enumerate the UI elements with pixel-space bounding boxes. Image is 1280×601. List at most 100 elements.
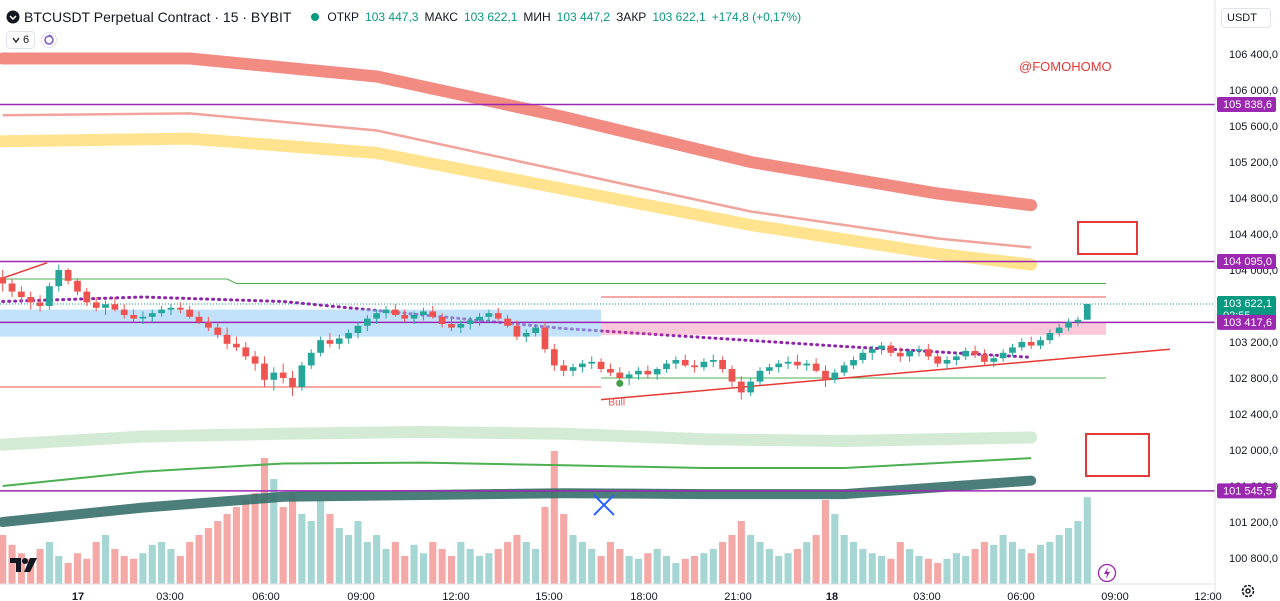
candle-body xyxy=(476,316,483,321)
candle-body xyxy=(195,316,203,323)
time-tick-label: 17 xyxy=(72,591,84,601)
price-tick-label: 100 800,0 xyxy=(1229,553,1278,565)
band-green-line xyxy=(2,457,1032,487)
volume-bar xyxy=(672,563,680,584)
indicator-toolbar: 6 xyxy=(6,31,58,49)
volume-bar xyxy=(990,544,998,584)
indicators-toggle-button[interactable]: 6 xyxy=(6,31,36,49)
volume-bar xyxy=(1055,535,1063,584)
candle-body xyxy=(289,378,296,387)
volume-bar xyxy=(45,542,53,584)
volume-bar xyxy=(906,549,914,584)
highlight-box-lower xyxy=(1085,433,1150,477)
volume-bar xyxy=(1074,521,1082,584)
green-step-line xyxy=(226,278,1106,284)
indicator-count: 6 xyxy=(23,34,30,46)
candle-body xyxy=(625,374,633,378)
volume-bar xyxy=(728,535,736,584)
lightning-icon[interactable] xyxy=(1097,563,1117,583)
volume-bar xyxy=(307,521,315,584)
time-axis[interactable]: 17 03:00 06:00 09:00 12:00 15:00 18:00 21:00 18 0… xyxy=(0,583,1222,601)
open-label: ОТКР xyxy=(327,10,360,24)
volume-bar xyxy=(1008,542,1017,584)
candle-body xyxy=(1027,342,1035,346)
volume-bar xyxy=(167,549,175,584)
volume-bar xyxy=(859,549,867,584)
ema-red-thin xyxy=(2,112,1032,249)
candle-body xyxy=(466,320,474,324)
high-label: МАКС xyxy=(424,10,458,24)
volume-bar xyxy=(148,544,156,584)
volume-bar xyxy=(747,535,755,584)
candle-body xyxy=(999,352,1007,359)
volume-bar xyxy=(195,535,203,584)
volume-bar xyxy=(550,451,558,584)
volume-bar xyxy=(653,549,661,584)
candle-body xyxy=(1046,333,1054,341)
volume-bar xyxy=(700,553,708,584)
candle-body xyxy=(635,370,642,375)
volume-bar xyxy=(279,507,287,584)
currency-selector[interactable]: USDT xyxy=(1221,8,1271,28)
volume-bar xyxy=(719,542,727,584)
low-value: 103 447,2 xyxy=(556,10,611,24)
pink-zone xyxy=(601,322,1106,335)
candle-body xyxy=(962,351,970,357)
volume-bar xyxy=(92,542,100,584)
candle-body xyxy=(1065,322,1072,328)
candle-body xyxy=(840,365,848,373)
volume-bar xyxy=(691,556,699,584)
price-tick-label: 102 000,0 xyxy=(1229,445,1278,457)
ema-red-thick xyxy=(0,52,1038,212)
volume-bar xyxy=(176,556,184,584)
bull-label: Bull xyxy=(608,397,625,408)
price-tick-label: 105 600,0 xyxy=(1229,121,1278,133)
volume-bar xyxy=(401,556,409,584)
candle-body xyxy=(784,361,792,364)
chevron-down-icon[interactable] xyxy=(6,10,20,24)
candle-body xyxy=(775,363,783,368)
price-tag-label: 103 622,1 xyxy=(1223,298,1272,310)
volume-bar xyxy=(532,549,540,584)
volume-bar xyxy=(288,493,297,584)
candle-body xyxy=(719,360,726,369)
volume-bar xyxy=(588,549,596,584)
volume-bar xyxy=(522,542,530,584)
volume-bar xyxy=(709,549,717,584)
candle-body xyxy=(448,324,455,328)
candle-body xyxy=(130,315,137,319)
ohlc-values: ОТКР 103 447,3 МАКС 103 622,1 МИН 103 447,2… xyxy=(327,10,801,24)
candle-body xyxy=(728,369,736,382)
candle-body xyxy=(261,363,268,380)
candle-body xyxy=(354,325,362,333)
ema-yellow xyxy=(0,132,1038,271)
currency-label: USDT xyxy=(1227,12,1257,24)
volume-bar xyxy=(111,549,119,584)
candle-body xyxy=(64,270,72,281)
candle-body xyxy=(214,327,222,335)
gear-icon[interactable] xyxy=(1240,583,1256,599)
tradingview-logo-icon[interactable] xyxy=(10,556,40,574)
candle-body xyxy=(681,360,689,366)
replay-icon[interactable] xyxy=(41,32,58,48)
candle-body xyxy=(335,338,343,344)
candle-body xyxy=(8,283,16,292)
close-value: 103 622,1 xyxy=(652,10,706,24)
volume-bar xyxy=(36,549,44,584)
candle-body xyxy=(120,309,128,315)
volume-bar xyxy=(55,556,63,584)
volume-bar xyxy=(223,514,231,584)
symbol-title[interactable]: BTCUSDT Perpetual Contract · 15 · BYBIT xyxy=(24,9,292,25)
volume-bar xyxy=(1036,544,1045,584)
volume-bar xyxy=(64,563,72,584)
candle-body xyxy=(504,318,511,326)
volume-bar xyxy=(83,558,91,584)
candle-body xyxy=(176,307,184,310)
band-green-light xyxy=(0,425,1038,451)
candle-body xyxy=(541,327,549,350)
candle-body xyxy=(653,369,661,375)
chart-header: BTCUSDT Perpetual Contract · 15 · BYBIT … xyxy=(0,0,1215,34)
candle-body xyxy=(794,361,801,366)
highlight-box-upper xyxy=(1077,221,1138,255)
